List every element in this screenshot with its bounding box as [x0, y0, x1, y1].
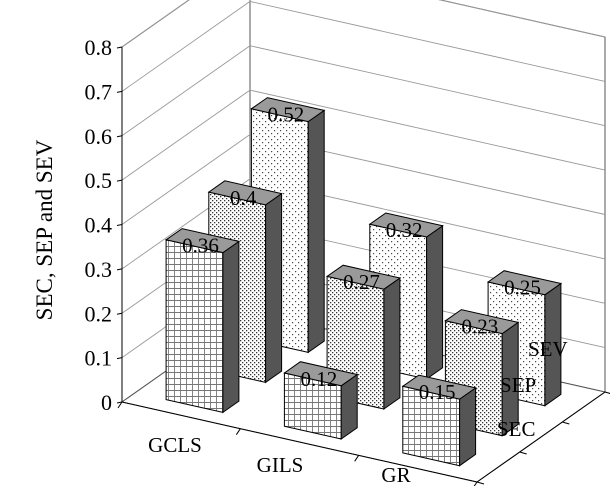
y-tick-label: 0.4: [85, 213, 113, 238]
chart-labels: 0 0.1 0.2 0.3 0.4 0.5 0.6 0.7 0.8 SEC, SEP and SE…: [32, 35, 568, 486]
bar-side-face: [265, 192, 283, 384]
chart-bars: 0.25 0.32 0.52 0.23 0.27 0.4 0.15 0.12 0.36: [164, 97, 563, 467]
bar: 0.25: [486, 270, 563, 407]
data-label: 0.36: [182, 234, 219, 258]
bar: 0.36: [164, 228, 241, 414]
y-tick-label: 0.6: [85, 124, 113, 149]
series-label: SEV: [528, 337, 568, 361]
y-tick-mark: [116, 90, 123, 93]
y-tick-label: 0.1: [85, 346, 113, 371]
bar-top-face: [444, 309, 520, 335]
y-tick-mark: [116, 357, 123, 360]
y-tick-label: 0.5: [85, 168, 113, 193]
depth-tick-mark: [604, 391, 610, 394]
bar-top-face: [401, 374, 477, 400]
gridline: [121, 134, 606, 225]
y-tick-label: 0.8: [85, 35, 113, 60]
depth-tick-mark: [562, 421, 570, 425]
x-axis-line: [121, 401, 478, 483]
y-tick-label: 0.7: [85, 79, 113, 104]
bar-top-face: [325, 264, 402, 290]
bar-top-face: [164, 228, 241, 254]
bar-front-face: [165, 239, 224, 414]
data-label: 0.27: [343, 270, 380, 294]
category-label: GR: [381, 463, 410, 486]
y-tick-mark: [116, 401, 123, 404]
series-label: SEP: [500, 373, 536, 397]
y-tick-label: 0: [101, 390, 112, 415]
x-tick-mark: [354, 455, 360, 462]
gridline: [121, 0, 606, 92]
depth-axis-line: [476, 391, 606, 483]
data-label: 0.23: [461, 315, 498, 339]
x-tick-mark: [235, 428, 241, 435]
y-tick-mark: [116, 135, 123, 138]
depth-tick-mark: [476, 481, 485, 485]
category-label: GCLS: [148, 433, 202, 457]
x-tick-mark: [473, 481, 478, 486]
bar-top-face: [283, 361, 359, 387]
y-tick-mark: [116, 312, 123, 315]
data-label: 0.4: [230, 186, 257, 210]
gridline: [121, 178, 606, 270]
data-label: 0.52: [267, 103, 304, 127]
y-tick-mark: [116, 268, 123, 271]
data-label: 0.12: [300, 367, 337, 391]
y-tick-mark: [116, 179, 123, 182]
bar-top-face: [486, 270, 563, 296]
bar-top-face: [207, 180, 283, 206]
bar-side-face: [459, 386, 477, 467]
bar-side-face: [426, 224, 444, 380]
y-tick-label: 0.2: [85, 301, 113, 326]
bar-side-face: [222, 240, 240, 414]
gridline: [121, 89, 606, 181]
depth-tick-mark: [519, 451, 527, 455]
x-tick-mark: [117, 401, 123, 409]
data-label: 0.15: [419, 380, 456, 404]
bar-side-face: [307, 109, 325, 354]
data-label: 0.25: [504, 276, 541, 300]
bar-top-face: [250, 97, 326, 123]
bar: 0.12: [283, 361, 359, 440]
gridline: [121, 45, 606, 137]
y-tick-mark: [116, 224, 123, 226]
series-label: SEC: [497, 417, 536, 441]
bar: 0.15: [401, 374, 477, 467]
bar-side-face: [383, 277, 401, 410]
bar-top-face: [368, 212, 444, 238]
y-tick-label: 0.3: [85, 257, 113, 282]
y-tick-mark: [116, 46, 123, 49]
category-label: GILS: [257, 453, 304, 477]
data-label: 0.32: [386, 218, 423, 242]
y-axis-title: SEC, SEP and SEV: [32, 139, 57, 320]
gridline: [121, 0, 606, 48]
